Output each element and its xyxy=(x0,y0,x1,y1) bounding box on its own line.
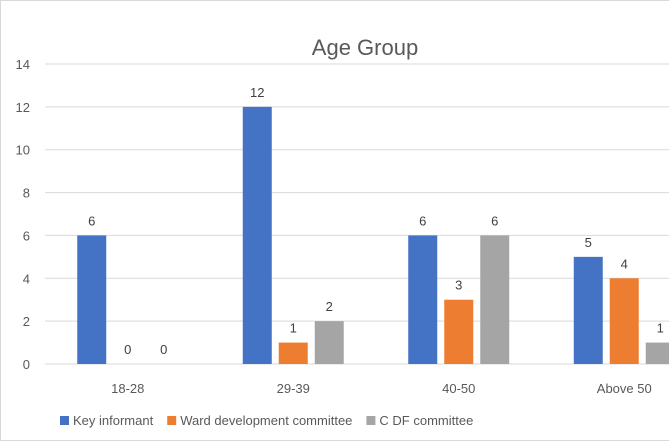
y-tick-label: 8 xyxy=(23,186,30,201)
legend-swatch xyxy=(167,416,177,425)
y-tick-label: 6 xyxy=(23,228,30,243)
bar xyxy=(278,342,308,364)
x-axis-ticks: 18-28 29-39 40-50 Above 50 xyxy=(111,381,652,396)
legend-entry: Key informant xyxy=(73,413,154,428)
bar xyxy=(609,278,639,364)
bar xyxy=(444,299,474,364)
data-label: 0 xyxy=(160,342,167,357)
y-tick-label: 12 xyxy=(16,100,30,115)
y-axis-ticks: 0 2 4 6 8 10 12 14 xyxy=(16,57,30,372)
x-tick-label: 18-28 xyxy=(111,381,144,396)
bar xyxy=(408,235,438,364)
x-tick-label: 40-50 xyxy=(442,381,475,396)
data-label: 1 xyxy=(290,321,297,336)
y-tick-label: 2 xyxy=(23,314,30,329)
legend: Key informant Ward development committee C… xyxy=(60,413,473,428)
data-label: 2 xyxy=(326,299,333,314)
legend-entry: C DF committee xyxy=(379,413,473,428)
bar xyxy=(242,106,272,364)
y-tick-label: 4 xyxy=(23,271,30,286)
data-label: 0 xyxy=(124,342,131,357)
data-label: 6 xyxy=(88,213,95,228)
legend-swatch xyxy=(60,416,69,425)
bar xyxy=(77,235,107,364)
legend-swatch xyxy=(366,416,376,425)
bars xyxy=(77,106,669,364)
gridlines xyxy=(45,63,669,365)
chart-title: Age Group xyxy=(312,35,418,60)
x-tick-label: 29-39 xyxy=(277,381,310,396)
y-tick-label: 0 xyxy=(23,357,30,372)
bar xyxy=(480,235,510,364)
bar xyxy=(645,342,669,364)
data-label: 3 xyxy=(455,278,462,293)
y-tick-label: 14 xyxy=(16,57,30,72)
data-label: 6 xyxy=(419,213,426,228)
bar xyxy=(314,321,344,364)
data-label: 6 xyxy=(491,213,498,228)
bar xyxy=(573,256,603,364)
data-label: 5 xyxy=(585,235,592,250)
legend-entry: Ward development committee xyxy=(180,413,352,428)
data-label: 1 xyxy=(657,321,664,336)
y-tick-label: 10 xyxy=(16,143,30,158)
data-label: 4 xyxy=(621,256,628,271)
x-tick-label: Above 50 xyxy=(597,381,652,396)
data-label: 12 xyxy=(250,85,264,100)
